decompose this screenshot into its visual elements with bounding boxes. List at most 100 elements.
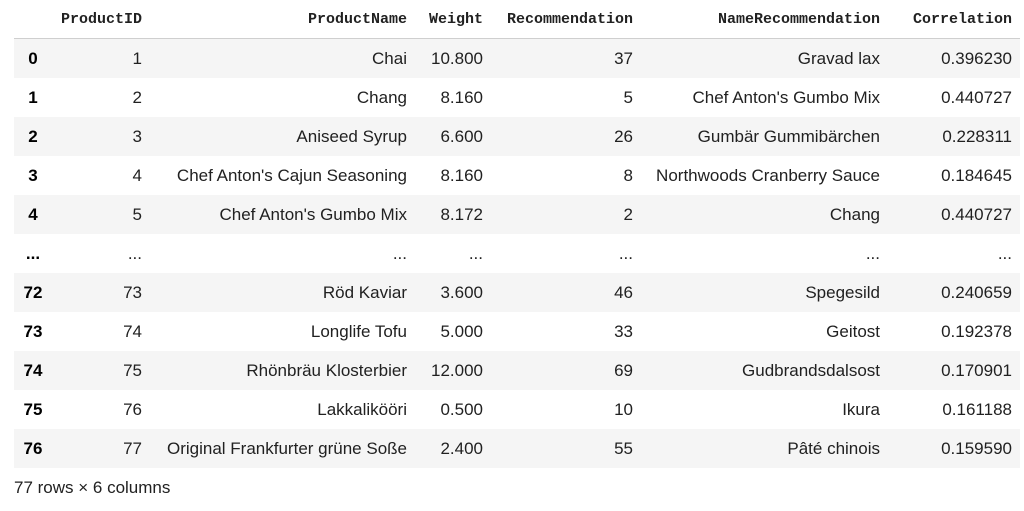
cell-weight: 6.600 [440, 126, 483, 146]
header-row: ProductID ProductName Weight Recommendation… [14, 0, 1020, 39]
cell-name-recommendation: Geitost [826, 321, 880, 341]
cell-product-name: Röd Kaviar [322, 282, 407, 302]
table-row: ..................... [14, 234, 1020, 273]
cell-name-recommendation: Northwoods Cranberry Sauce [656, 165, 880, 185]
column-header-product-id: ProductID [52, 0, 150, 39]
table-row: 72 73 Röd Kaviar 3.600 46 Spegesild 0.240659 [14, 273, 1020, 312]
cell-product-name: Rhönbräu Klosterbier [246, 360, 407, 380]
cell-recommendation: 5 [623, 87, 633, 107]
cell-product-name: Aniseed Syrup [296, 126, 407, 146]
cell-weight: 12.000 [431, 360, 483, 380]
cell-recommendation: 33 [614, 321, 633, 341]
cell-product-name: Chef Anton's Gumbo Mix [219, 204, 408, 224]
cell-correlation: 0.396230 [941, 48, 1012, 68]
cell-weight: 8.160 [440, 87, 483, 107]
cell-product-name: Original Frankfurter grüne Soße [167, 438, 407, 458]
row-index-cell: 2 [28, 126, 38, 146]
cell-product-id: 74 [123, 321, 142, 341]
table-header: ProductID ProductName Weight Recommendation… [14, 0, 1020, 39]
cell-correlation: ... [997, 243, 1012, 263]
cell-name-recommendation: Ikura [842, 399, 880, 419]
cell-correlation: 0.184645 [941, 165, 1012, 185]
table-row: 3 4 Chef Anton's Cajun Seasoning 8.160 8 Nort… [14, 156, 1020, 195]
cell-weight: 8.160 [440, 165, 483, 185]
cell-name-recommendation: Gudbrandsdalsost [742, 360, 880, 380]
row-index-cell: 76 [23, 438, 43, 458]
cell-name-recommendation: Gravad lax [797, 48, 880, 68]
cell-name-recommendation: Gumbär Gummibärchen [697, 126, 880, 146]
cell-product-name: Chef Anton's Cajun Seasoning [176, 165, 407, 185]
cell-name-recommendation: ... [865, 243, 880, 263]
dataframe-table: ProductID ProductName Weight Recommendation… [14, 0, 1020, 468]
row-index-cell: 72 [23, 282, 43, 302]
cell-weight: 2.400 [440, 438, 483, 458]
cell-product-id: 5 [132, 204, 142, 224]
table-row: 74 75 Rhönbräu Klosterbier 12.000 69 Gudbrand… [14, 351, 1020, 390]
cell-product-name: Longlife Tofu [310, 321, 407, 341]
cell-recommendation: 46 [614, 282, 633, 302]
cell-product-name: ... [392, 243, 407, 263]
cell-weight: 0.500 [440, 399, 483, 419]
cell-correlation: 0.192378 [941, 321, 1012, 341]
cell-product-id: 76 [123, 399, 142, 419]
cell-product-id: 3 [132, 126, 142, 146]
cell-product-id: 1 [132, 48, 142, 68]
cell-correlation: 0.440727 [941, 87, 1012, 107]
table-row: 2 3 Aniseed Syrup 6.600 26 Gumbär Gummibärche… [14, 117, 1020, 156]
cell-name-recommendation: Spegesild [805, 282, 880, 302]
row-index-cell: 74 [23, 360, 43, 380]
cell-product-id: ... [127, 243, 142, 263]
cell-product-name: Lakkalikööri [317, 399, 407, 419]
cell-correlation: 0.440727 [941, 204, 1012, 224]
cell-weight: 8.172 [440, 204, 483, 224]
cell-product-id: 4 [132, 165, 142, 185]
cell-product-name: Chai [372, 48, 407, 68]
cell-weight: 5.000 [440, 321, 483, 341]
cell-name-recommendation: Chang [829, 204, 880, 224]
table-row: 73 74 Longlife Tofu 5.000 33 Geitost 0.192378 [14, 312, 1020, 351]
table-row: 0 1 Chai 10.800 37 Gravad lax 0.396230 [14, 38, 1020, 78]
row-index-cell: 0 [28, 48, 38, 68]
cell-recommendation: 55 [614, 438, 633, 458]
cell-correlation: 0.159590 [941, 438, 1012, 458]
cell-recommendation: 10 [614, 399, 633, 419]
column-header-product-name: ProductName [150, 0, 415, 39]
cell-recommendation: 26 [614, 126, 633, 146]
cell-product-id: 77 [123, 438, 142, 458]
row-index-cell: 73 [23, 321, 43, 341]
cell-weight: 3.600 [440, 282, 483, 302]
table-row: 75 76 Lakkalikööri 0.500 10 Ikura 0.161188 [14, 390, 1020, 429]
row-index-cell: 1 [28, 87, 38, 107]
table-row: 4 5 Chef Anton's Gumbo Mix 8.172 2 Chang 0.440… [14, 195, 1020, 234]
cell-recommendation: 37 [614, 48, 633, 68]
column-header-name-recommendation: NameRecommendation [641, 0, 888, 39]
cell-correlation: 0.228311 [942, 126, 1012, 146]
cell-name-recommendation: Chef Anton's Gumbo Mix [692, 87, 881, 107]
table-row: 1 2 Chang 8.160 5 Chef Anton's Gumbo Mix 0.440… [14, 78, 1020, 117]
cell-product-id: 75 [123, 360, 142, 380]
cell-weight: 10.800 [431, 48, 483, 68]
row-index-cell: 3 [28, 165, 38, 185]
row-index-cell: 4 [28, 204, 38, 224]
column-header-correlation: Correlation [888, 0, 1020, 39]
cell-correlation: 0.170901 [941, 360, 1012, 380]
column-header-recommendation: Recommendation [491, 0, 641, 39]
row-index-cell: ... [25, 243, 41, 263]
table-row: 76 77 Original Frankfurter grüne Soße 2.400… [14, 429, 1020, 468]
column-header-weight: Weight [415, 0, 491, 39]
cell-product-id: 73 [123, 282, 142, 302]
cell-recommendation: 8 [623, 165, 633, 185]
cell-product-name: Chang [356, 87, 407, 107]
cell-weight: ... [468, 243, 483, 263]
row-index-cell: 75 [23, 399, 43, 419]
cell-correlation: 0.240659 [941, 282, 1012, 302]
cell-correlation: 0.161188 [942, 399, 1012, 419]
table-body: 0 1 Chai 10.800 37 Gravad lax 0.396230 1 2 Chang 8… [14, 38, 1020, 468]
dataframe-shape-label: 77 rows × 6 columns [14, 478, 171, 497]
cell-recommendation: ... [618, 243, 633, 263]
cell-recommendation: 69 [614, 360, 633, 380]
column-header-index [14, 0, 52, 39]
cell-product-id: 2 [132, 87, 142, 107]
cell-recommendation: 2 [623, 204, 633, 224]
